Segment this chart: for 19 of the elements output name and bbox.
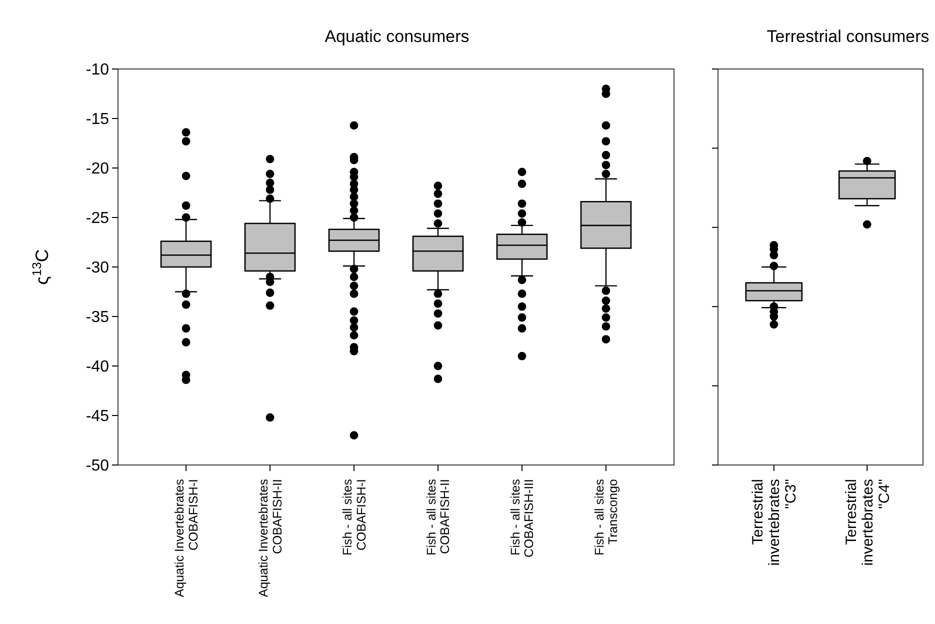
x-tick-label: Aquatic Invertebrates COBAFISH-I <box>172 479 200 598</box>
x-tick-label: Terrestrial invertebrates "C3" <box>750 479 800 566</box>
y-tick-label: -40 <box>86 358 110 376</box>
y-tick-label: -10 <box>86 62 110 79</box>
y-tick-label: -35 <box>86 309 110 326</box>
x-tick-label: Fish - all sites COBAFISH-II <box>424 479 452 556</box>
y-tick-label: -45 <box>86 408 110 426</box>
y-tick-label: -15 <box>86 111 110 128</box>
x-tick-label: Aquatic Invertebrates COBAFISH-II <box>256 479 284 598</box>
x-tick-label: Fish - all sites COBAFISH-III <box>508 479 536 558</box>
y-tick-label: -30 <box>86 260 110 277</box>
y-tick-label: -20 <box>86 160 110 178</box>
chart-title: Aquatic consumers <box>324 27 470 46</box>
x-tick-label: Fish - all sites COBAFISH-I <box>340 479 368 556</box>
chart-title: Terrestrial consumers <box>766 27 930 46</box>
x-tick-label: Fish - all sites Transcongo <box>592 478 620 556</box>
y-tick-label: -25 <box>86 210 110 228</box>
x-tick-label: Terrestrial invertebrates "C4" <box>842 479 893 566</box>
y-tick-label: -50 <box>86 458 110 475</box>
